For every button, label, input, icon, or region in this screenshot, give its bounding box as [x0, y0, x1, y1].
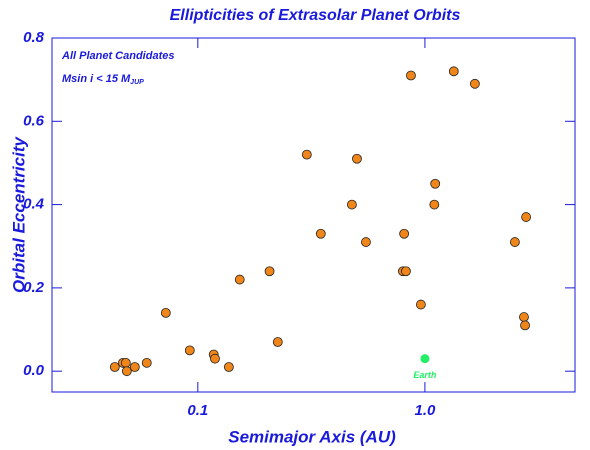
- earth-point: [420, 354, 430, 364]
- planet-point: [519, 312, 529, 322]
- planet-point: [399, 228, 410, 239]
- planet-point: [520, 320, 530, 331]
- planet-point: [210, 353, 220, 364]
- planet-point: [521, 212, 532, 222]
- planet-point: [352, 153, 362, 164]
- annotation: Msin i < 15 MJUP: [62, 73, 144, 86]
- y-tick-label: 0.8: [23, 29, 45, 46]
- planet-point: [430, 178, 441, 189]
- y-tick-label: 0.0: [23, 362, 45, 379]
- planet-point: [272, 337, 283, 347]
- planet-point: [347, 199, 357, 210]
- planet-point: [121, 366, 132, 377]
- planet-point: [448, 66, 459, 77]
- planet-point: [141, 357, 152, 368]
- y-tick-label: 0.2: [23, 279, 45, 296]
- planet-point: [415, 299, 426, 310]
- planet-point: [160, 307, 171, 318]
- planet-point: [429, 199, 440, 210]
- planet-point: [301, 149, 312, 160]
- planet-point: [509, 237, 520, 247]
- planet-point: [223, 362, 234, 372]
- planet-point: [315, 228, 326, 239]
- planet-point: [120, 357, 131, 368]
- chart-title: Ellipticities of Extrasolar Planet Orbit…: [170, 7, 461, 24]
- y-tick-label: 0.4: [23, 196, 45, 213]
- planet-point: [361, 237, 371, 247]
- x-tick-label: 1.0: [414, 402, 436, 419]
- x-tick-label: 0.1: [187, 402, 208, 419]
- planet-point: [264, 266, 275, 277]
- planet-point: [234, 274, 245, 285]
- planet-point: [184, 345, 195, 356]
- plot-frame: [51, 37, 576, 393]
- planet-point: [109, 362, 120, 372]
- annotation: Msin i < 15 M: [62, 73, 131, 85]
- planet-point: [129, 362, 140, 372]
- annotation-subscript: JUP: [130, 79, 144, 86]
- planet-point: [470, 78, 480, 89]
- planet-point: [401, 266, 411, 277]
- annotation: All Planet Candidates: [61, 50, 174, 62]
- earth-label: Earth: [413, 370, 437, 380]
- x-axis-label: Semimajor Axis (AU): [228, 427, 396, 446]
- y-tick-label: 0.6: [23, 112, 45, 129]
- y-axis-label: Orbital Eccentricity: [9, 136, 28, 293]
- planet-point: [406, 70, 416, 81]
